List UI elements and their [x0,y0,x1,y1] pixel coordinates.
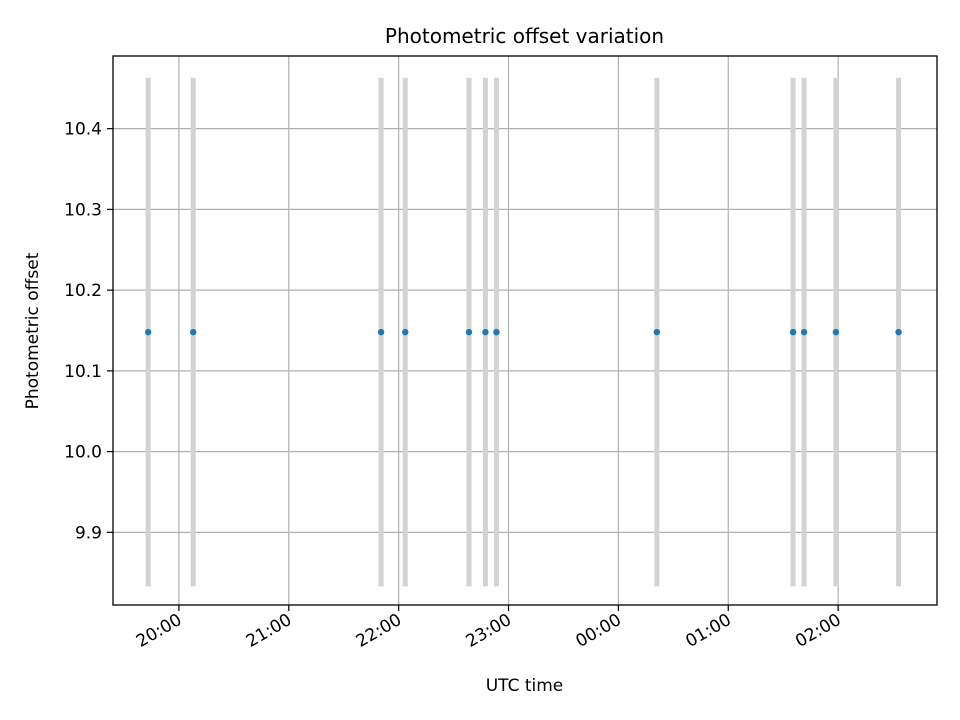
errorbar-layer [145,77,902,587]
data-point [465,328,473,336]
data-point [190,328,197,336]
plot-frame [112,55,938,606]
data-point [402,328,409,336]
data-point [789,328,797,336]
y-tick-label: 9.9 [75,523,102,543]
y-tick-label: 10.4 [64,120,102,140]
y-tick-label: 10.0 [64,443,102,463]
data-point [144,328,152,336]
x-tick-label: 01:00 [682,610,734,652]
x-tick-label: 20:00 [133,610,185,652]
y-tick-label: 10.1 [64,362,102,382]
data-point [800,328,808,336]
x-tick-label: 21:00 [243,610,295,652]
x-tick-label: 23:00 [463,610,515,652]
data-point [377,328,385,336]
x-axis-title: UTC time [486,676,564,696]
chart-title: Photometric offset variation [385,24,664,48]
point-layer [144,328,902,336]
grid-layer [113,56,937,605]
y-tick-label: 10.2 [64,281,102,301]
data-point [832,328,840,336]
x-tick-label: 02:00 [792,610,844,652]
x-tick-label: 22:00 [353,610,405,652]
data-point [895,328,902,336]
data-point [482,328,489,336]
y-axis-title: Photometric offset [23,252,43,409]
y-tick-label: 10.3 [64,200,102,220]
data-point [493,328,500,336]
data-point [653,328,661,336]
x-tick-label: 00:00 [572,610,624,652]
